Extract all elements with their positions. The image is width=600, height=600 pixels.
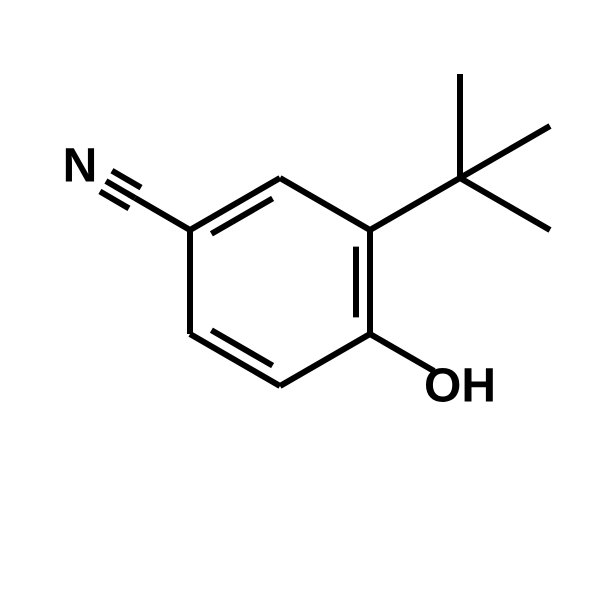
bond	[190, 330, 280, 386]
atom-label-n: N	[63, 140, 98, 193]
bond	[460, 126, 550, 178]
bond	[280, 334, 370, 386]
bond	[460, 178, 550, 230]
bond	[280, 178, 370, 230]
bond	[370, 178, 460, 230]
bond	[190, 178, 280, 234]
bond	[100, 171, 141, 209]
bond	[135, 198, 190, 230]
atom-label-oh: OH	[424, 360, 496, 413]
bond	[356, 230, 370, 334]
molecule-diagram: N OH	[0, 0, 600, 600]
